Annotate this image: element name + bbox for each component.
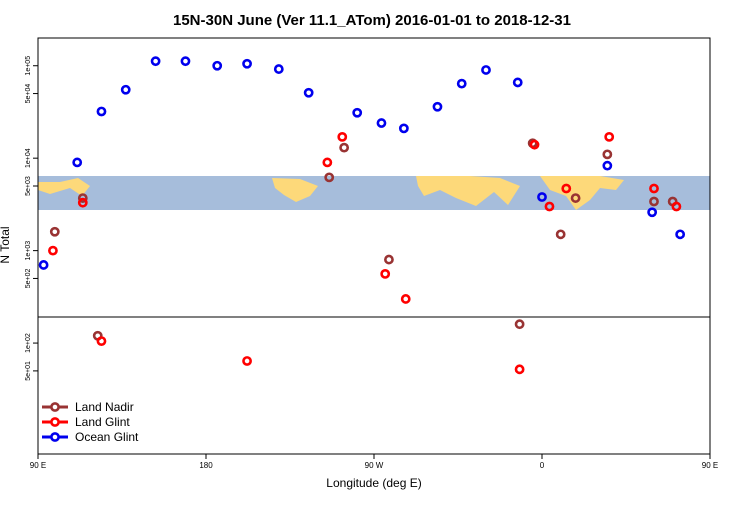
land-shape-1 xyxy=(272,178,318,202)
point-land-glint xyxy=(604,131,615,142)
point-ocean-glint xyxy=(398,123,409,134)
y-ticks: 5e+01 1e+02 5e+02 1e+03 5e+03 1e+04 5e+04 1e+05 xyxy=(25,56,38,381)
y-tick-label: 5e+03 xyxy=(25,176,32,196)
point-land-nadir xyxy=(339,142,350,153)
point-ocean-glint xyxy=(38,260,49,270)
legend-marker-land-glint xyxy=(50,417,60,427)
point-land-nadir xyxy=(570,193,581,203)
point-land-glint xyxy=(337,131,348,142)
point-ocean-glint xyxy=(647,207,658,218)
point-land-nadir xyxy=(514,319,525,330)
point-land-glint xyxy=(649,183,659,194)
point-ocean-glint xyxy=(96,106,107,117)
point-ocean-glint xyxy=(352,107,363,118)
land-shape-3 xyxy=(540,176,624,210)
data-points xyxy=(38,56,686,375)
point-land-glint xyxy=(48,245,58,256)
point-ocean-glint xyxy=(72,157,83,168)
y-tick-label: 5e+04 xyxy=(25,84,32,104)
legend-marker-land-nadir xyxy=(50,402,60,412)
legend-label-ocean-glint: Ocean Glint xyxy=(75,430,139,444)
chart-title: 15N-30N June (Ver 11.1_ATom) 2016-01-01 … xyxy=(173,12,571,29)
point-land-glint xyxy=(514,364,525,375)
point-ocean-glint xyxy=(273,64,284,74)
point-land-glint xyxy=(400,294,411,304)
point-land-nadir xyxy=(49,226,60,237)
legend-label-land-glint: Land Glint xyxy=(75,415,130,429)
point-ocean-glint xyxy=(180,56,191,67)
point-ocean-glint xyxy=(675,229,686,240)
land-shape-2 xyxy=(416,176,520,206)
y-tick-label: 5e+01 xyxy=(25,361,32,381)
x-tick-label: 90 E xyxy=(30,461,46,470)
point-land-glint xyxy=(561,183,572,194)
point-ocean-glint xyxy=(376,118,387,128)
land-areas xyxy=(38,176,624,210)
x-ticks: 90 E 180 90 W 0 90 E xyxy=(30,454,718,470)
x-tick-label: 0 xyxy=(540,461,545,470)
point-land-glint xyxy=(322,157,333,168)
y-tick-label: 5e+02 xyxy=(25,269,32,289)
point-ocean-glint xyxy=(212,60,223,71)
x-tick-label: 180 xyxy=(199,461,213,470)
point-ocean-glint xyxy=(120,84,131,95)
y-tick-label: 1e+04 xyxy=(25,148,32,168)
y-tick-label: 1e+03 xyxy=(25,241,32,261)
x-tick-label: 90 E xyxy=(702,461,718,470)
point-ocean-glint xyxy=(150,56,161,67)
point-ocean-glint xyxy=(537,192,547,202)
point-land-glint xyxy=(671,201,682,212)
point-land-glint xyxy=(544,201,555,212)
x-tick-label: 90 W xyxy=(365,461,384,470)
point-land-glint xyxy=(242,356,252,366)
point-land-glint xyxy=(77,197,88,208)
point-land-nadir xyxy=(649,196,659,207)
point-ocean-glint xyxy=(432,101,443,112)
x-axis-label: Longitude (deg E) xyxy=(326,476,421,490)
point-ocean-glint xyxy=(303,87,314,98)
map-band xyxy=(38,176,710,210)
point-land-glint xyxy=(529,139,540,150)
point-ocean-glint xyxy=(512,77,523,88)
point-land-nadir xyxy=(602,149,613,160)
point-ocean-glint xyxy=(456,78,467,89)
y-axis-label: N Total xyxy=(0,226,12,263)
point-ocean-glint xyxy=(481,65,491,75)
point-land-nadir xyxy=(324,172,335,183)
land-shape-0 xyxy=(38,178,90,196)
point-land-nadir xyxy=(77,193,88,203)
plot-frame xyxy=(37,37,711,455)
legend-marker-ocean-glint xyxy=(50,432,60,442)
point-ocean-glint xyxy=(242,58,252,69)
point-land-nadir xyxy=(384,254,394,265)
point-ocean-glint xyxy=(602,160,613,171)
y-tick-label: 1e+02 xyxy=(25,333,32,353)
legend-label-land-nadir: Land Nadir xyxy=(75,400,134,414)
point-land-glint xyxy=(96,336,107,347)
point-land-nadir xyxy=(555,229,566,240)
point-land-glint xyxy=(380,269,391,279)
y-tick-label: 1e+05 xyxy=(25,56,32,76)
